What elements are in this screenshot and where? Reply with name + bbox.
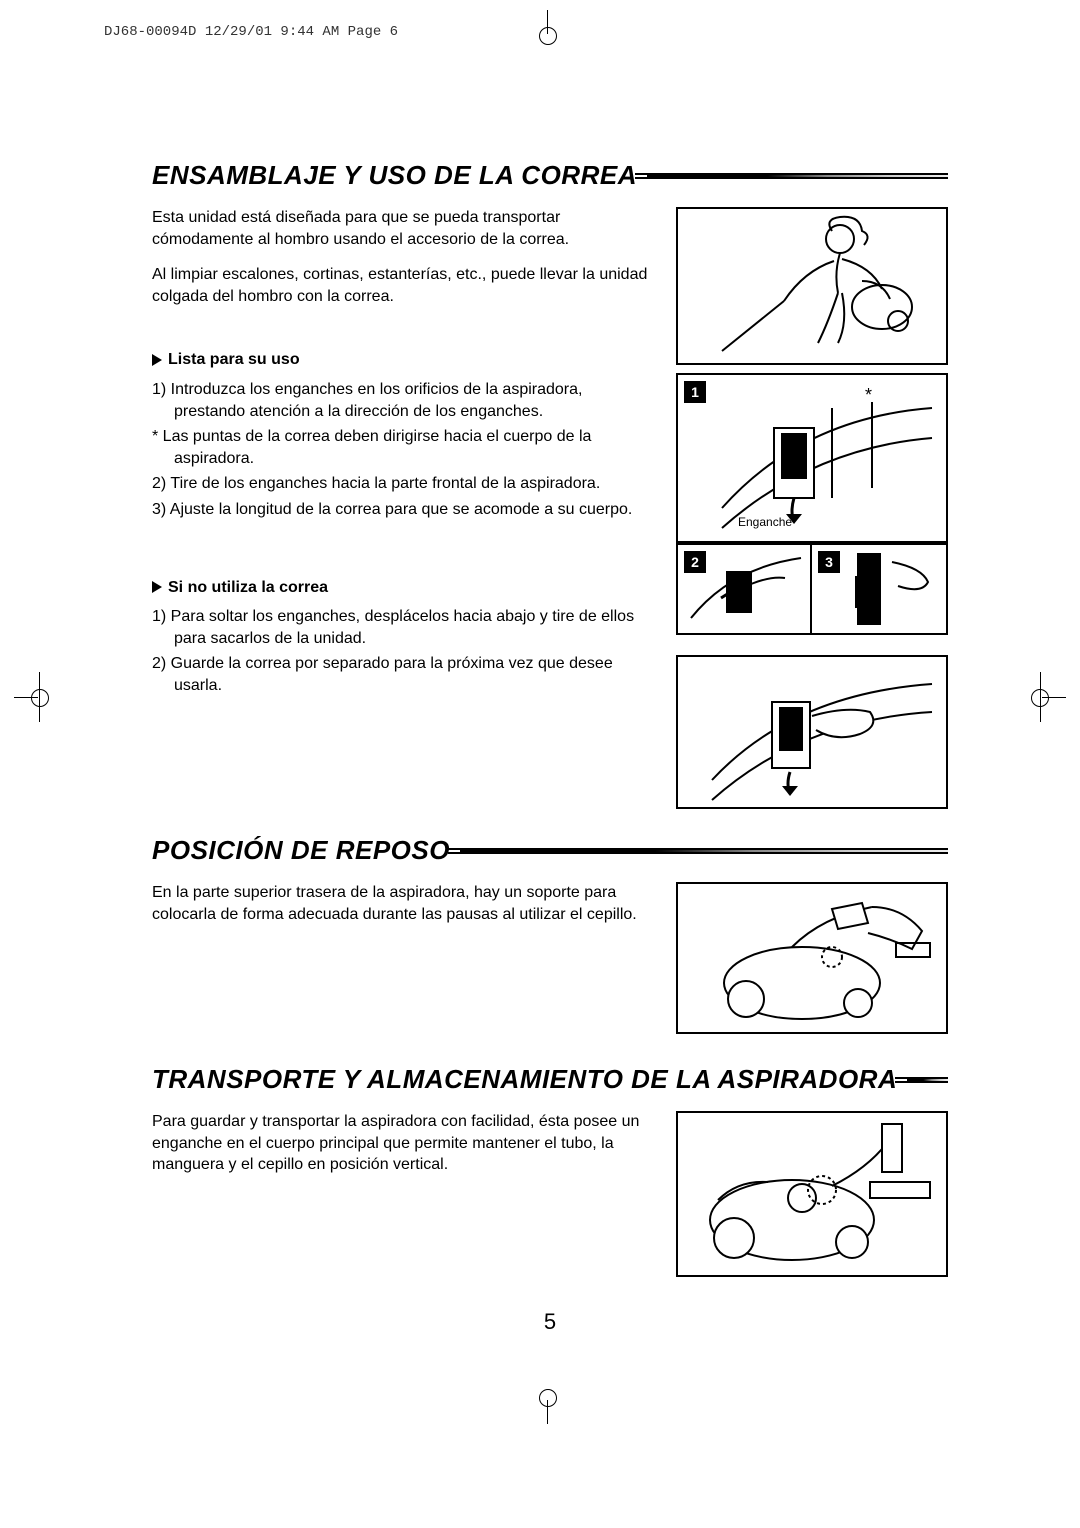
figure-1: 1 * Enganche <box>676 373 948 543</box>
section-heading-1: ENSAMBLAJE Y USO DE LA CORREA <box>152 160 948 191</box>
list-item: 3) Ajuste la longitud de la correa para … <box>152 499 658 521</box>
subheading-nouse: Si no utiliza la correa <box>152 577 658 599</box>
list-nouse: 1) Para soltar los enganches, desplácelo… <box>152 606 658 696</box>
figure-remove <box>676 655 948 809</box>
heading-rule <box>647 173 948 179</box>
figure-rest <box>676 882 948 1034</box>
triangle-icon <box>152 581 162 593</box>
figure-num-3: 3 <box>818 551 840 573</box>
section-heading-3: TRANSPORTE Y ALMACENAMIENTO DE LA ASPIRA… <box>152 1064 948 1095</box>
list-item: 1) Introduzca los enganches en los orifi… <box>152 379 658 422</box>
figure-star: * <box>865 385 872 406</box>
section2-p: En la parte superior trasera de la aspir… <box>152 882 658 925</box>
figure-storage <box>676 1111 948 1277</box>
subheading-label: Si no utiliza la correa <box>168 577 328 599</box>
figure-2: 2 <box>676 543 812 635</box>
figure-num-2: 2 <box>684 551 706 573</box>
figure-3: 3 <box>812 543 948 635</box>
subheading-label: Lista para su uso <box>168 349 300 371</box>
section-title: ENSAMBLAJE Y USO DE LA CORREA <box>152 160 637 191</box>
subheading-ready: Lista para su uso <box>152 349 658 371</box>
crop-mark-bottom <box>530 1380 566 1416</box>
figure-num-1: 1 <box>684 381 706 403</box>
heading-rule <box>907 1077 948 1083</box>
list-item-star: * Las puntas de la correa deben dirigirs… <box>152 426 658 469</box>
page-number: 5 <box>544 1309 556 1335</box>
crop-mark-right <box>1022 680 1058 716</box>
figure-label-enganche: Enganche <box>738 515 792 529</box>
section-heading-2: POSICIÓN DE REPOSO <box>152 835 948 866</box>
list-item: 1) Para soltar los enganches, desplácelo… <box>152 606 658 649</box>
list-item: 2) Tire de los enganches hacia la parte … <box>152 473 658 495</box>
figure-person <box>676 207 948 365</box>
page-content: ENSAMBLAJE Y USO DE LA CORREA Esta unida… <box>152 160 948 1277</box>
intro-p2: Al limpiar escalones, cortinas, estanter… <box>152 264 658 307</box>
section-title: POSICIÓN DE REPOSO <box>152 835 450 866</box>
list-ready: 1) Introduzca los enganches en los orifi… <box>152 379 658 521</box>
crop-mark-left <box>22 680 58 716</box>
crop-mark-top <box>530 18 566 54</box>
section-title: TRANSPORTE Y ALMACENAMIENTO DE LA ASPIRA… <box>152 1064 897 1095</box>
print-header: DJ68-00094D 12/29/01 9:44 AM Page 6 <box>104 24 398 40</box>
section3-p: Para guardar y transportar la aspiradora… <box>152 1111 658 1176</box>
heading-rule <box>460 848 948 854</box>
triangle-icon <box>152 354 162 366</box>
intro-p1: Esta unidad está diseñada para que se pu… <box>152 207 658 250</box>
list-item: 2) Guarde la correa por separado para la… <box>152 653 658 696</box>
